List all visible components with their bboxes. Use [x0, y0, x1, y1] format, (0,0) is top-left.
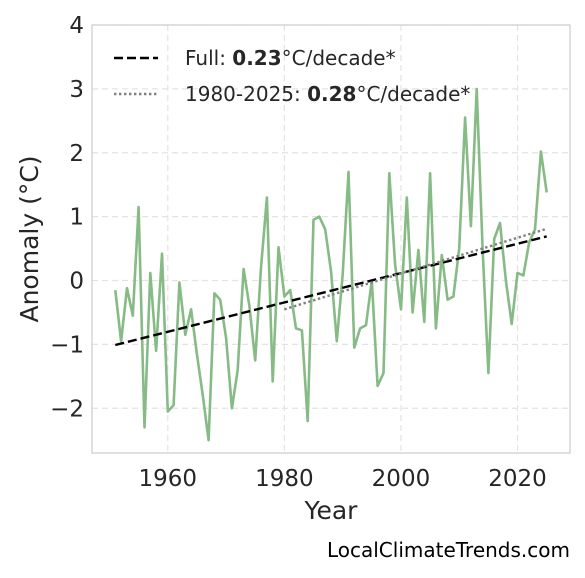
y-tick-label-2: 2 [69, 141, 84, 167]
legend-full-unit: °C/decade* [282, 46, 396, 70]
x-tick-labels: 1960 1980 2000 2020 [139, 466, 547, 492]
anomaly-series-line [114, 87, 548, 442]
y-tick-label-1: 3 [69, 77, 84, 103]
y-tick-label-3: 1 [69, 205, 84, 231]
x-tick-label-1: 1980 [255, 466, 314, 492]
legend-recent-unit: °C/decade* [356, 82, 470, 106]
legend-full-prefix: Full: [185, 46, 232, 70]
legend-full-rate: 0.23 [232, 46, 281, 70]
legend-recent-prefix: 1980-2025: [185, 82, 307, 106]
watermark-text: LocalClimateTrends.com [326, 538, 570, 562]
series-layer [114, 87, 548, 442]
legend-recent-rate: 0.28 [307, 82, 356, 106]
y-tick-label-0: 4 [69, 13, 84, 39]
y-tick-labels: 4 3 2 1 0 −1 −2 [50, 13, 84, 422]
x-tick-label-2: 2000 [372, 466, 431, 492]
grid-lines [92, 24, 570, 453]
y-tick-label-5: −1 [50, 332, 84, 358]
x-tick-label-0: 1960 [139, 466, 198, 492]
legend-recent-label: 1980-2025: 0.28°C/decade* [185, 82, 470, 106]
y-axis-label: Anomaly (°C) [15, 155, 44, 322]
x-axis-label: Year [304, 496, 359, 525]
plot-frame [91, 24, 571, 454]
legend-full-label: Full: 0.23°C/decade* [185, 46, 396, 70]
x-tick-label-3: 2020 [488, 466, 547, 492]
trend-line-recent [284, 227, 548, 311]
y-tick-label-4: 0 [69, 269, 84, 295]
legend: Full: 0.23°C/decade* 1980-2025: 0.28°C/d… [114, 46, 470, 106]
trend-line-full [115, 235, 547, 347]
y-tick-label-6: −2 [50, 396, 84, 422]
